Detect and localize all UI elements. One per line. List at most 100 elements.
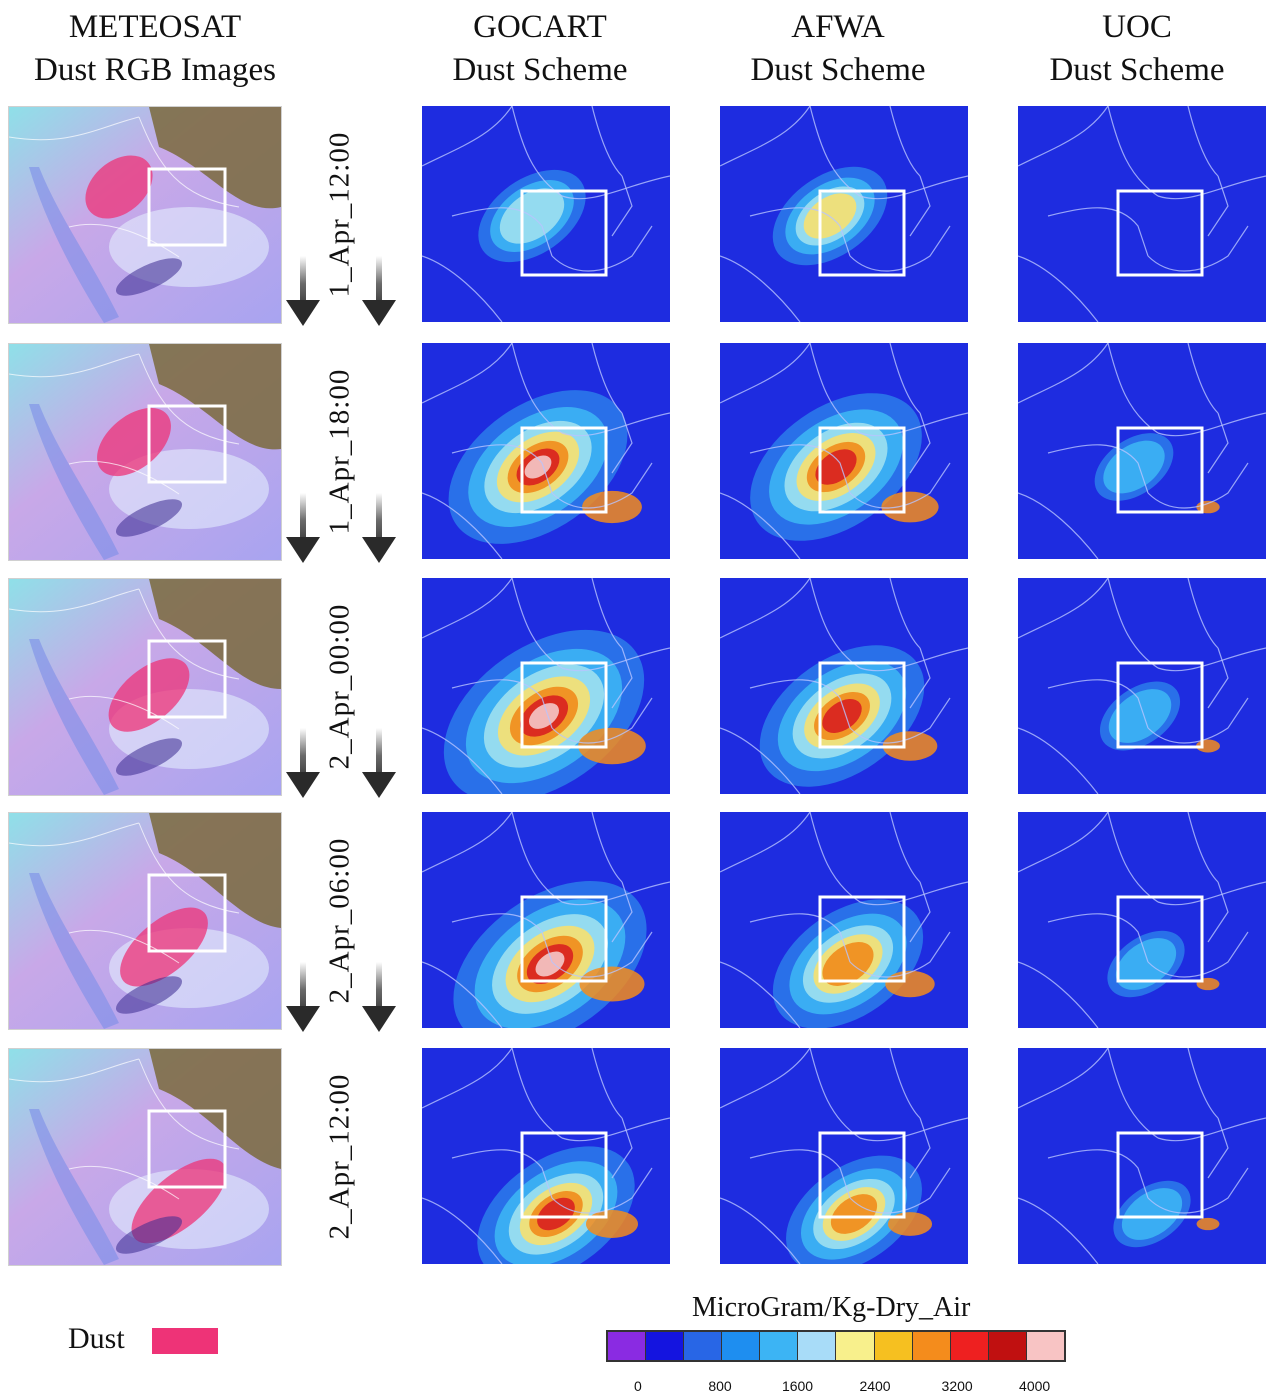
dust-contour (528, 703, 560, 729)
border-line (451, 207, 553, 257)
gocart-panel-3 (422, 578, 670, 794)
border-line (591, 578, 623, 649)
arrow-shaft (300, 493, 306, 539)
border-line (859, 412, 968, 437)
meteosat-panel-1 (8, 106, 282, 324)
meteosat-rgb-image (9, 813, 281, 1029)
down-arrow-icon (286, 962, 320, 1032)
colorbar-tick-label: 1600 (781, 1378, 814, 1394)
border-line (611, 647, 633, 709)
border-line (1018, 255, 1099, 322)
dust-contour (535, 951, 565, 977)
arrow-head (362, 772, 396, 798)
uoc-panel-5 (1018, 1048, 1266, 1264)
colorbar-tick-label: 4000 (1019, 1378, 1051, 1394)
dust-plume (120, 907, 208, 987)
time-label: 2_Apr_00:00 (320, 578, 360, 794)
border-line (889, 343, 921, 414)
border-line (1147, 697, 1249, 744)
gocart-dust-map (422, 812, 670, 1028)
study-area-box (818, 1131, 906, 1219)
border-line (809, 106, 861, 197)
border-line (889, 1048, 921, 1119)
border-line (909, 1117, 931, 1179)
dust-legend-label: Dust (68, 1322, 125, 1355)
arrow-shaft (376, 962, 382, 1008)
border-line (849, 225, 951, 272)
colorbar-segment (874, 1332, 913, 1360)
border-line (138, 116, 240, 208)
meteosat-panel-2 (8, 343, 282, 561)
header-gocart: GOCART Dust Scheme (420, 6, 660, 92)
border-line (561, 1117, 670, 1142)
colorbar-segment (836, 1332, 875, 1360)
border-line (1107, 1048, 1159, 1139)
afwa-dust-map (720, 812, 968, 1028)
border-line (451, 1149, 553, 1199)
border-line (1207, 647, 1229, 709)
uoc-dust-map (1018, 1048, 1266, 1264)
border-line (1147, 1167, 1249, 1214)
dust-contour (1108, 689, 1172, 743)
border-line (591, 1048, 623, 1119)
border-line (1157, 647, 1266, 672)
border-line (859, 881, 968, 906)
border-line (561, 881, 670, 906)
border-line (749, 913, 851, 963)
border-line (909, 175, 931, 237)
terrain-area (149, 579, 281, 689)
border-line (611, 1117, 633, 1179)
border-line (809, 812, 861, 903)
dark-region (115, 976, 183, 1014)
border-line (138, 353, 240, 445)
border-line (9, 588, 140, 613)
study-area-box (147, 1109, 227, 1189)
border-line (809, 343, 861, 434)
colorbar-segment (988, 1332, 1027, 1360)
dust-contour (882, 731, 938, 761)
dark-region (115, 258, 183, 296)
border-line (1107, 812, 1159, 903)
border-line (1047, 679, 1149, 729)
border-line (1187, 106, 1219, 177)
border-line (561, 647, 670, 672)
border-line (889, 812, 921, 883)
afwa-dust-map (720, 343, 968, 559)
gocart-panel-1 (422, 106, 670, 322)
time-label: 1_Apr_12:00 (320, 106, 360, 322)
red-sea-outline (29, 1109, 119, 1265)
study-area-box (1116, 661, 1204, 749)
dust-contour (881, 491, 939, 523)
border-line (889, 578, 921, 649)
afwa-dust-map (720, 106, 968, 322)
header-afwa-line2: Dust Scheme (750, 52, 926, 88)
meteosat-panel-5 (8, 1048, 282, 1266)
dark-region (115, 1216, 183, 1254)
border-line (1018, 343, 1109, 404)
border-line (511, 106, 563, 197)
border-line (720, 961, 801, 1028)
header-uoc-line2: Dust Scheme (1049, 52, 1225, 88)
down-arrow-icon (362, 256, 396, 326)
border-line (859, 175, 968, 200)
meteosat-rgb-image (9, 1049, 281, 1265)
uoc-panel-4 (1018, 812, 1266, 1028)
header-uoc: UOC Dust Scheme (1017, 6, 1257, 92)
study-area-box (1116, 189, 1204, 277)
time-label: 2_Apr_06:00 (320, 812, 360, 1028)
time-label-text: 2_Apr_06:00 (323, 837, 356, 1003)
uoc-dust-map (1018, 812, 1266, 1028)
border-line (511, 343, 563, 434)
dust-contour (582, 490, 642, 524)
time-label: 2_Apr_12:00 (320, 1048, 360, 1264)
border-line (849, 697, 951, 744)
border-line (720, 812, 811, 873)
gocart-dust-map (422, 1048, 670, 1264)
study-area-box (1116, 1131, 1204, 1219)
border-line (511, 578, 563, 669)
border-line (422, 343, 513, 404)
border-line (68, 1165, 180, 1200)
gocart-dust-map (422, 106, 670, 322)
border-line (1157, 1117, 1266, 1142)
border-line (9, 353, 140, 378)
